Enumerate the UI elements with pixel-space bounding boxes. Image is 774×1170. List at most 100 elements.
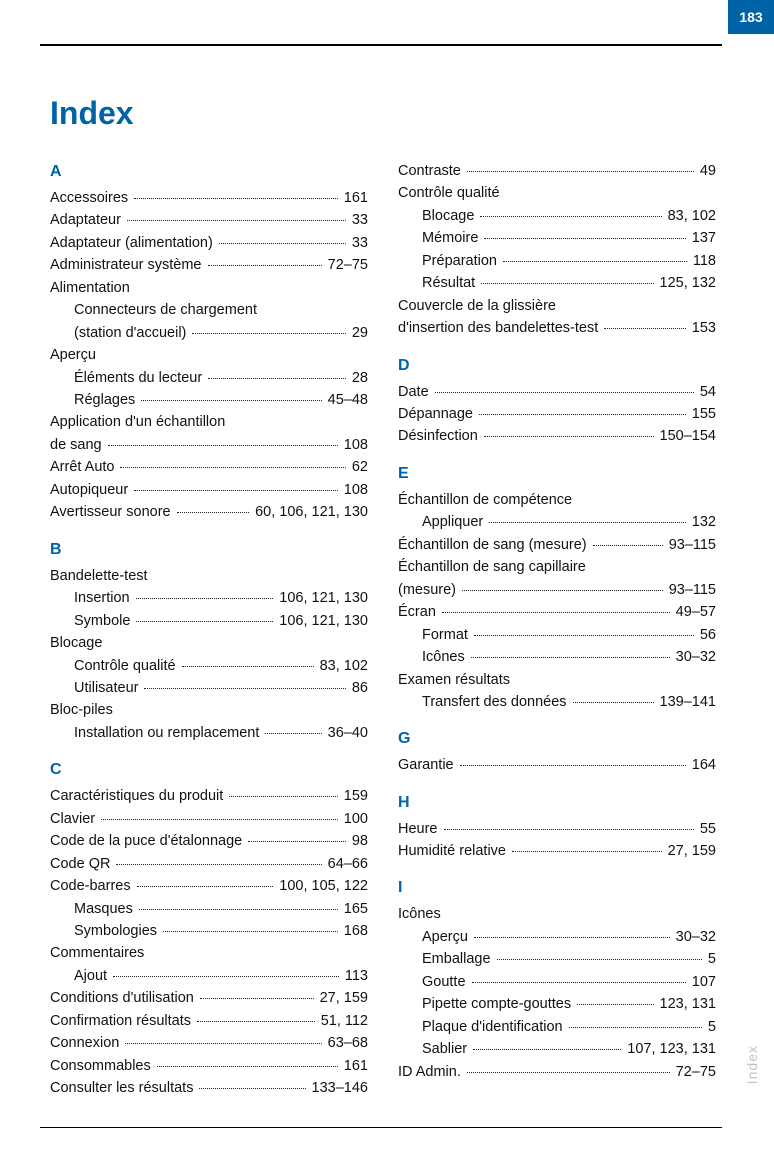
index-entry-page: 161 bbox=[340, 187, 368, 209]
index-entry-label: Accessoires bbox=[50, 187, 132, 209]
index-entry-page: 33 bbox=[348, 209, 368, 231]
index-subentry: Pipette compte-gouttes123, 131 bbox=[398, 993, 716, 1015]
index-entry-label: Réglages bbox=[74, 389, 139, 411]
index-entry: Administrateur système72–75 bbox=[50, 254, 368, 276]
index-entry-label: Aperçu bbox=[422, 926, 472, 948]
index-section-letter: E bbox=[398, 462, 716, 487]
index-entry-page: 54 bbox=[696, 381, 716, 403]
leader-dots bbox=[460, 765, 686, 766]
index-entry: Adaptateur (alimentation)33 bbox=[50, 232, 368, 254]
index-entry-label: Goutte bbox=[422, 971, 470, 993]
index-subentry: Résultat125, 132 bbox=[398, 272, 716, 294]
index-entry-page: 49–57 bbox=[672, 601, 716, 623]
leader-dots bbox=[113, 976, 339, 977]
index-entry-label: Clavier bbox=[50, 808, 99, 830]
index-subentry: Blocage83, 102 bbox=[398, 205, 716, 227]
index-subentry: Éléments du lecteur28 bbox=[50, 367, 368, 389]
index-entry-label: Désinfection bbox=[398, 425, 482, 447]
index-entry-page: 168 bbox=[340, 920, 368, 942]
index-entry-page: 164 bbox=[688, 754, 716, 776]
index-entry: Application d'un échantillon bbox=[50, 411, 368, 433]
leader-dots bbox=[157, 1066, 338, 1067]
index-entry-label: Contrôle qualité bbox=[74, 655, 180, 677]
index-entry-label: Alimentation bbox=[50, 277, 134, 299]
leader-dots bbox=[573, 702, 654, 703]
index-entry: Bandelette-test bbox=[50, 565, 368, 587]
index-entry-page: 155 bbox=[688, 403, 716, 425]
leader-dots bbox=[125, 1043, 321, 1044]
index-entry-page: 108 bbox=[340, 479, 368, 501]
leader-dots bbox=[177, 512, 249, 513]
leader-dots bbox=[208, 265, 322, 266]
index-entry: Blocage bbox=[50, 632, 368, 654]
index-entry-label: Utilisateur bbox=[74, 677, 142, 699]
leader-dots bbox=[471, 657, 670, 658]
leader-dots bbox=[474, 937, 670, 938]
leader-dots bbox=[484, 238, 685, 239]
leader-dots bbox=[435, 392, 694, 393]
index-entry-label: Installation ou remplacement bbox=[74, 722, 263, 744]
index-entry-page: 30–32 bbox=[672, 926, 716, 948]
index-entry-label: d'insertion des bandelettes-test bbox=[398, 317, 602, 339]
leader-dots bbox=[489, 522, 686, 523]
index-entry-label: Emballage bbox=[422, 948, 495, 970]
leader-dots bbox=[208, 378, 346, 379]
leader-dots bbox=[182, 666, 314, 667]
index-entry-page: 56 bbox=[696, 624, 716, 646]
index-section-letter: I bbox=[398, 876, 716, 901]
index-entry: Caractéristiques du produit 159 bbox=[50, 785, 368, 807]
index-entry-label: Heure bbox=[398, 818, 442, 840]
index-entry-page: 62 bbox=[348, 456, 368, 478]
index-entry-label: Préparation bbox=[422, 250, 501, 272]
index-entry-label: Connecteurs de chargement bbox=[74, 299, 261, 321]
index-entry-page: 139–141 bbox=[656, 691, 716, 713]
index-entry-label: Icônes bbox=[398, 903, 445, 925]
index-entry-label: Résultat bbox=[422, 272, 479, 294]
index-section-letter: D bbox=[398, 354, 716, 379]
index-entry: Examen résultats bbox=[398, 669, 716, 691]
index-subentry: Symbologies168 bbox=[50, 920, 368, 942]
index-entry-page: 100 bbox=[340, 808, 368, 830]
index-entry-label: Consommables bbox=[50, 1055, 155, 1077]
index-entry-page: 113 bbox=[341, 965, 368, 987]
leader-dots bbox=[134, 490, 338, 491]
leader-dots bbox=[512, 851, 662, 852]
index-entry: Écran49–57 bbox=[398, 601, 716, 623]
leader-dots bbox=[141, 400, 321, 401]
index-entry-label: Ajout bbox=[74, 965, 111, 987]
index-entry-page: 159 bbox=[340, 785, 368, 807]
index-entry-page: 55 bbox=[696, 818, 716, 840]
bottom-rule bbox=[40, 1127, 722, 1128]
index-entry: Clavier 100 bbox=[50, 808, 368, 830]
index-entry-page: 5 bbox=[704, 948, 716, 970]
index-entry: Heure 55 bbox=[398, 818, 716, 840]
index-entry: Couvercle de la glissière bbox=[398, 295, 716, 317]
index-entry-label: (station d'accueil) bbox=[74, 322, 190, 344]
index-entry: Consulter les résultats133–146 bbox=[50, 1077, 368, 1099]
index-entry-label: Symbole bbox=[74, 610, 134, 632]
index-entry: Contraste49 bbox=[398, 160, 716, 182]
leader-dots bbox=[197, 1021, 315, 1022]
leader-dots bbox=[497, 959, 702, 960]
index-entry-page: 45–48 bbox=[324, 389, 368, 411]
leader-dots bbox=[474, 635, 694, 636]
index-entry: Arrêt Auto62 bbox=[50, 456, 368, 478]
index-entry-label: Format bbox=[422, 624, 472, 646]
index-entry-page: 123, 131 bbox=[656, 993, 716, 1015]
index-entry-label: Code QR bbox=[50, 853, 114, 875]
index-entry-label: Code de la puce d'étalonnage bbox=[50, 830, 246, 852]
index-entry-label: Caractéristiques du produit bbox=[50, 785, 227, 807]
index-subentry: Installation ou remplacement36–40 bbox=[50, 722, 368, 744]
page-content: Index AAccessoires161Adaptateur33Adaptat… bbox=[50, 95, 716, 1120]
leader-dots bbox=[219, 243, 346, 244]
index-entry-page: 64–66 bbox=[324, 853, 368, 875]
index-entry-label: Mémoire bbox=[422, 227, 482, 249]
index-entry: Commentaires bbox=[50, 942, 368, 964]
index-entry-page: 28 bbox=[348, 367, 368, 389]
index-entry-label: Humidité relative bbox=[398, 840, 510, 862]
leader-dots bbox=[480, 216, 661, 217]
index-entry-label: Dépannage bbox=[398, 403, 477, 425]
index-entry-page: 83, 102 bbox=[664, 205, 716, 227]
index-entry-label: Échantillon de sang (mesure) bbox=[398, 534, 591, 556]
index-entry: Consommables161 bbox=[50, 1055, 368, 1077]
